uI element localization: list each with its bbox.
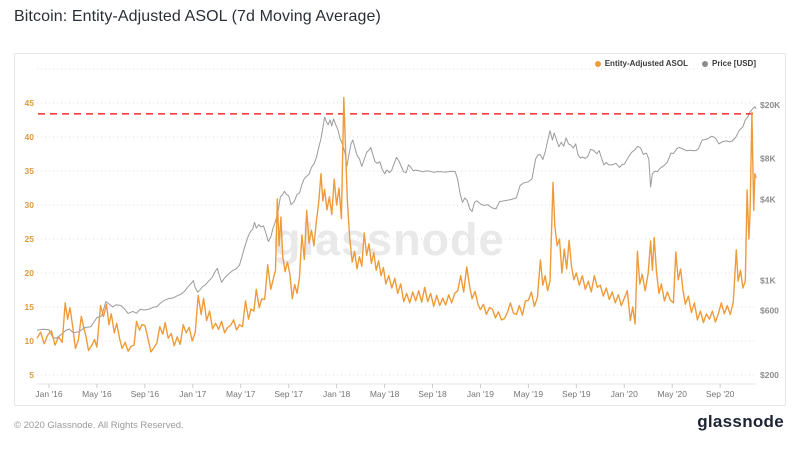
price-line xyxy=(36,106,757,339)
x-tick-label: Jan '18 xyxy=(323,389,350,399)
x-tick-label: May '18 xyxy=(370,389,400,399)
page-title: Bitcoin: Entity-Adjusted ASOL (7d Moving… xyxy=(14,8,381,25)
right-axis-label: $20K xyxy=(760,100,781,110)
chart-plot-area[interactable]: Jan '16 May '16 Sep '16 Jan '17 May '17 Sep '… xyxy=(15,54,785,405)
x-tick-label: Sep '17 xyxy=(274,389,303,399)
right-axis-label: $4K xyxy=(760,194,776,204)
x-tick-label: Sep '16 xyxy=(131,389,160,399)
left-axis-label: 15 xyxy=(25,302,35,312)
left-axis-label: 25 xyxy=(25,234,35,244)
right-axis-label: $600 xyxy=(760,306,779,316)
x-tick-label: May '20 xyxy=(657,389,687,399)
left-axis-label: 20 xyxy=(25,268,35,278)
x-tick-label: Jan '16 xyxy=(35,389,62,399)
left-axis-label: 35 xyxy=(25,166,35,176)
copyright-text: © 2020 Glassnode. All Rights Reserved. xyxy=(14,420,184,431)
left-axis-label: 45 xyxy=(25,98,35,108)
legend-item-asol[interactable]: Entity-Adjusted ASOL xyxy=(594,59,688,68)
right-axis-label: $8K xyxy=(760,154,776,164)
x-tick-label: May '16 xyxy=(82,389,112,399)
x-tick-label: May '17 xyxy=(226,389,256,399)
glassnode-logo: glassnode xyxy=(697,412,784,431)
chart-card: glassnode Jan '16 May '16 Sep '16 Jan '17 Ma… xyxy=(14,53,786,406)
asol-legend-label: Entity-Adjusted ASOL xyxy=(604,59,688,68)
x-tick-label: Sep '20 xyxy=(706,389,735,399)
x-tick-label: Jan '19 xyxy=(467,389,494,399)
right-axis-label: $200 xyxy=(760,370,779,380)
price-legend-label: Price [USD] xyxy=(711,59,756,68)
left-axis-label: 40 xyxy=(25,132,35,142)
x-tick-label: Jan '17 xyxy=(179,389,206,399)
chart-legend: Entity-Adjusted ASOL Price [USD] xyxy=(594,59,756,68)
x-tick-label: Jan '20 xyxy=(611,389,638,399)
asol-line xyxy=(36,96,757,353)
left-axis-label: 5 xyxy=(29,370,34,380)
x-tick-label: May '19 xyxy=(514,389,544,399)
price-legend-dot-icon xyxy=(701,60,708,67)
right-axis-label: $1K xyxy=(760,276,776,286)
left-axis-label: 30 xyxy=(25,200,35,210)
x-tick-label: Sep '19 xyxy=(562,389,591,399)
legend-item-price[interactable]: Price [USD] xyxy=(701,59,756,68)
left-axis-label: 10 xyxy=(25,336,35,346)
x-tick-label: Sep '18 xyxy=(418,389,447,399)
asol-legend-dot-icon xyxy=(594,60,601,67)
